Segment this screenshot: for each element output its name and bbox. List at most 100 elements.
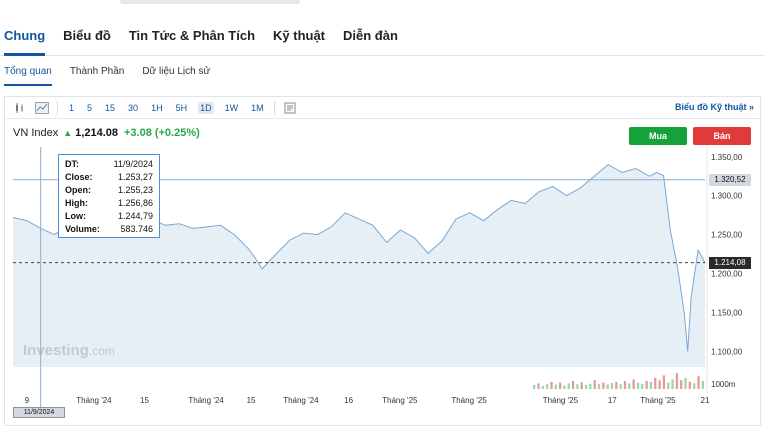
subtab-tong-quan[interactable]: Tổng quan	[4, 62, 52, 86]
interval-1[interactable]: 1	[69, 102, 75, 113]
volume-bar	[641, 383, 644, 389]
instrument-legend: VN Index ▲ 1,214.08 +3.08 (+0.25%)	[13, 127, 200, 139]
interval-30[interactable]: 30	[128, 102, 139, 113]
volume-bar	[610, 382, 614, 389]
ohlc-tooltip: DT: 11/9/2024 Close: 1.253,27 Open: 1.255,2…	[58, 154, 160, 238]
area-chart-icon[interactable]	[35, 101, 49, 115]
technical-chart-link[interactable]: Biểu đồ Kỹ thuật »	[674, 102, 754, 112]
tooltip-key: DT:	[65, 159, 79, 169]
volume-axis-label: 1000m	[711, 380, 736, 389]
crosshair-date-badge: 11/9/2024	[13, 407, 65, 418]
tooltip-value: 1.244,79	[117, 211, 153, 221]
volume-bar	[593, 380, 596, 389]
settings-icon[interactable]	[283, 101, 297, 115]
tab-bieu-do[interactable]: Biểu đồ	[63, 28, 111, 43]
volume-bar	[623, 381, 627, 389]
volume-bar	[645, 381, 648, 389]
tab-dien-dan[interactable]: Diễn đàn	[343, 28, 398, 43]
volume-bar	[701, 381, 704, 389]
interval-1w[interactable]: 1W	[224, 102, 239, 113]
volume-bar	[680, 380, 683, 389]
toolbar-separator	[57, 100, 58, 115]
tab-chung[interactable]: Chung	[4, 22, 46, 56]
candlestick-icon[interactable]	[13, 101, 27, 115]
investing-watermark: Investing.com	[23, 342, 115, 359]
chart-toolbar: 1 5 15 30 1H 5H 1D 1W 1M Biểu đồ Kỹ thuậ…	[5, 97, 760, 119]
x-tick-label: Tháng '25	[543, 396, 579, 405]
tooltip-row: High: 1.256,86	[65, 197, 153, 210]
volume-bar	[584, 385, 588, 389]
volume-bar	[567, 383, 570, 389]
main-tabs: Chung Biểu đồ Tin Tức & Phân Tích Kỹ thu…	[0, 22, 765, 56]
volume-bar	[563, 385, 566, 389]
x-tick-label: Tháng '24	[283, 396, 319, 405]
volume-bar	[571, 381, 575, 389]
tooltip-key: High:	[65, 198, 88, 208]
instrument-change-pct: (+0.25%)	[154, 127, 200, 139]
tab-tin-tuc[interactable]: Tin Tức & Phân Tích	[128, 28, 256, 43]
volume-bar	[697, 376, 700, 389]
instrument-change: +3.08	[124, 127, 152, 139]
volume-bar	[606, 384, 609, 389]
volume-bar	[667, 382, 670, 389]
toolbar-separator	[273, 100, 275, 115]
buy-button[interactable]: Mua	[629, 127, 687, 145]
tooltip-row: Volume: 583.746	[65, 223, 153, 236]
tooltip-key: Close:	[65, 172, 93, 182]
x-tick-label: Tháng '25	[382, 396, 418, 405]
tooltip-key: Open:	[65, 185, 91, 195]
sell-button[interactable]: Bán	[693, 127, 751, 145]
x-tick-label: 15	[140, 396, 149, 405]
instrument-name: VN Index	[13, 127, 59, 139]
volume-bar	[615, 381, 618, 389]
subtab-du-lieu-lich-su[interactable]: Dữ liệu Lịch sử	[142, 66, 211, 77]
volume-bar	[636, 382, 640, 389]
watermark-brand: Investing	[23, 342, 89, 359]
y-tick-label: 1.250,00	[711, 231, 743, 240]
volume-bar	[675, 373, 679, 389]
volume-bar	[628, 383, 631, 389]
volume-bar	[550, 381, 553, 389]
interval-15[interactable]: 15	[105, 102, 116, 113]
volume-bar	[537, 383, 540, 389]
tooltip-value: 11/9/2024	[113, 159, 153, 169]
interval-5[interactable]: 5	[87, 102, 93, 113]
tooltip-row: DT: 11/9/2024	[65, 158, 153, 171]
x-tick-label: Tháng '24	[188, 396, 224, 405]
subtab-thanh-phan[interactable]: Thành Phần	[69, 66, 125, 77]
x-tick-label: 15	[247, 396, 256, 405]
tooltip-key: Low:	[65, 211, 86, 221]
x-tick-label: 21	[701, 396, 710, 405]
volume-bar	[558, 382, 562, 389]
chart-panel: Investing.com 1.350,00 1.300,00 1.250,00 1.2…	[4, 96, 761, 426]
volume-bar	[580, 382, 583, 389]
y-tick-label: 1.200,00	[711, 270, 743, 279]
up-arrow-icon: ▲	[63, 128, 73, 138]
tooltip-row: Open: 1.255,23	[65, 184, 153, 197]
tooltip-value: 583.746	[120, 224, 153, 234]
volume-bar	[545, 384, 549, 389]
interval-1d[interactable]: 1D	[198, 101, 214, 114]
volume-bar	[688, 381, 692, 389]
crosshair-price-tag: 1.320,52	[709, 173, 751, 186]
tooltip-row: Low: 1.244,79	[65, 210, 153, 223]
interval-5h[interactable]: 5H	[175, 102, 188, 113]
interval-1m[interactable]: 1M	[251, 102, 264, 113]
tooltip-value: 1.253,27	[117, 172, 153, 182]
volume-bar	[541, 385, 544, 389]
x-tick-label: Tháng '25	[640, 396, 676, 405]
volume-bar	[654, 377, 657, 389]
last-price-tag: 1.214,08	[709, 256, 751, 269]
interval-1h[interactable]: 1H	[151, 102, 163, 113]
tooltip-value: 1.256,86	[117, 198, 153, 208]
instrument-price: 1,214.08	[75, 127, 118, 139]
tab-ky-thuat[interactable]: Kỹ thuật	[273, 28, 326, 43]
x-tick-label: 9	[25, 396, 30, 405]
price-area	[13, 164, 705, 367]
y-tick-label: 1.350,00	[711, 153, 743, 162]
volume-bar	[632, 379, 635, 389]
x-tick-label: 17	[608, 396, 617, 405]
y-tick-label: 1.300,00	[711, 192, 743, 201]
chart-svg[interactable]: Investing.com 1.350,00 1.300,00 1.250,00 1.2…	[5, 97, 760, 425]
tooltip-row: Close: 1.253,27	[65, 171, 153, 184]
